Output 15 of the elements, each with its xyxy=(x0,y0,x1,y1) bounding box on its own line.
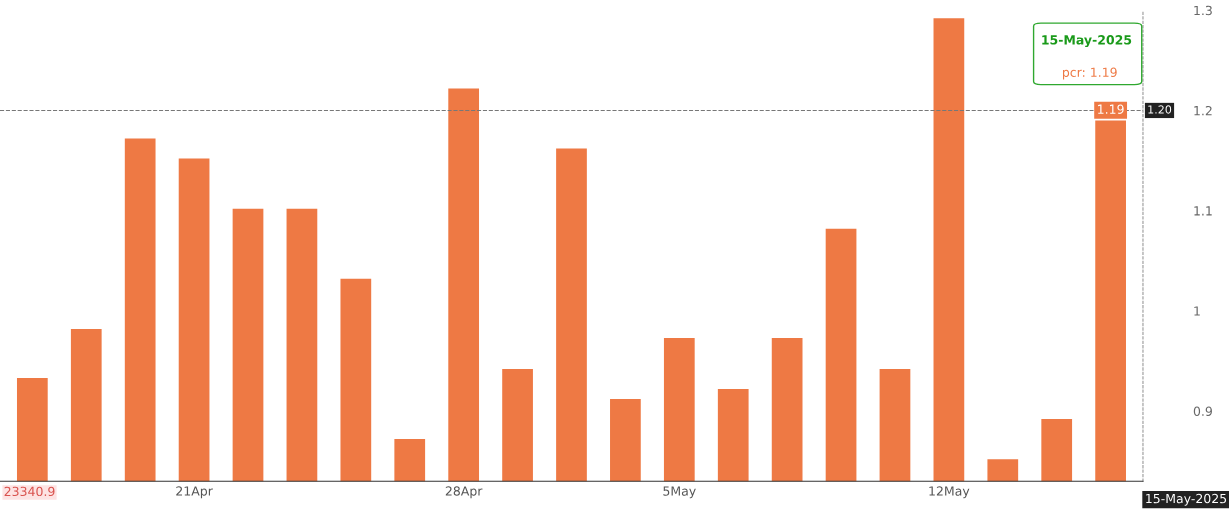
x-tick-label: 5May xyxy=(663,486,696,499)
y-tick-label: 0.9 xyxy=(1193,406,1212,416)
y-tick-label: 1.1 xyxy=(1194,206,1212,216)
y-tick-label: 1.3 xyxy=(1194,5,1212,16)
annotation: 15-May-2025 xyxy=(1042,35,1132,48)
y-tick-label: 1.2 xyxy=(1194,105,1212,116)
x-tick-label: 21Apr xyxy=(176,486,213,499)
y-tick-label: 1 xyxy=(1194,306,1200,316)
text: 15-May-2025 xyxy=(1146,493,1227,506)
text: 23340.9 xyxy=(4,486,55,497)
x-tick-label: 12May xyxy=(929,486,970,499)
data-label: 1.19 xyxy=(1098,104,1124,114)
annotation: pcr: 1.19 xyxy=(1062,67,1117,80)
ref-line-label: 1.20 xyxy=(1148,105,1172,114)
x-tick-label: 28Apr xyxy=(445,486,483,499)
